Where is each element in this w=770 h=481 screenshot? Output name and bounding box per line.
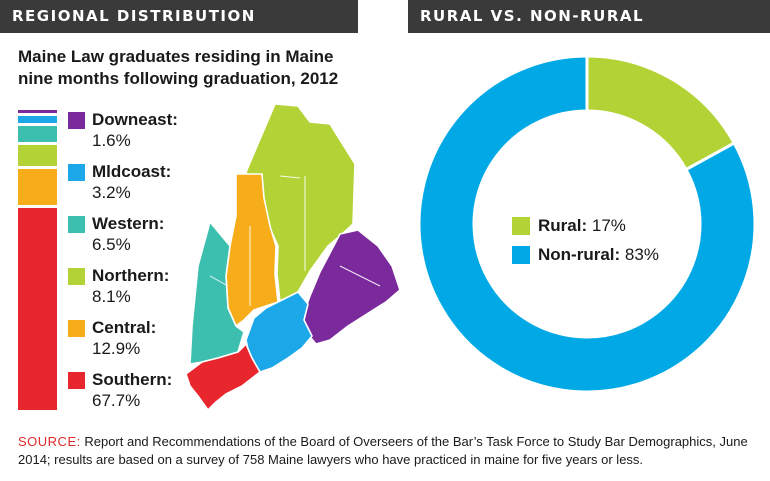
header-rural-vs-non-rural: RURAL VS. NON-RURAL xyxy=(408,0,770,33)
donut-slices xyxy=(417,54,757,394)
header-regional-distribution: REGIONAL DISTRIBUTION xyxy=(0,0,358,33)
legend-value-downeast: 1.6% xyxy=(92,131,131,150)
legend-label-downeast: Downeast: xyxy=(92,110,178,129)
pie-legend-swatch-rural xyxy=(512,217,530,235)
subtitle-line-2: nine months following graduation, 2012 xyxy=(18,69,339,88)
maine-map xyxy=(185,103,401,411)
pie-legend-text-non-rural: Non-rural: 83% xyxy=(538,243,659,267)
map-county-line-4 xyxy=(209,275,229,287)
legend-value-northern: 8.1% xyxy=(92,287,131,306)
pie-legend-text-rural: Rural: 17% xyxy=(538,214,626,238)
legend-label-western: Western: xyxy=(92,214,165,233)
map-region-southern xyxy=(185,343,261,411)
legend-label-midcoast: Mldcoast: xyxy=(92,162,172,181)
legend-swatch-western xyxy=(68,216,85,233)
source-text: Report and Recommendations of the Board … xyxy=(18,434,748,467)
legend-swatch-midcoast xyxy=(68,164,85,181)
map-county-line-5 xyxy=(339,265,381,287)
legend-value-midcoast: 3.2% xyxy=(92,183,131,202)
chart-subtitle: Maine Law graduates residing in Maine ni… xyxy=(18,46,358,90)
legend-label-southern: Southern: xyxy=(92,370,173,389)
donut-slice-non-rural xyxy=(417,54,757,394)
legend-label-central: Central: xyxy=(92,318,157,337)
pie-legend-value-rural: 17% xyxy=(591,216,626,235)
pie-legend-value-non-rural: 83% xyxy=(624,245,659,264)
stacked-bar-segment-southern xyxy=(18,207,57,410)
legend-swatch-downeast xyxy=(68,112,85,129)
donut-slice-rural xyxy=(585,54,737,172)
legend-label-northern: Northern: xyxy=(92,266,170,285)
legend-swatch-southern xyxy=(68,372,85,389)
stacked-bar-segment-downeast xyxy=(18,110,57,116)
pie-legend-swatch-non-rural xyxy=(512,246,530,264)
legend-swatch-northern xyxy=(68,268,85,285)
legend-swatch-central xyxy=(68,320,85,337)
stacked-bar-segment-western xyxy=(18,125,57,145)
map-region-midcoast xyxy=(245,291,313,373)
subtitle-line-1: Maine Law graduates residing in Maine xyxy=(18,47,334,66)
stacked-bar xyxy=(18,110,57,410)
legend-value-western: 6.5% xyxy=(92,235,131,254)
legend-value-southern: 67.7% xyxy=(92,391,141,410)
pie-legend-label-non-rural: Non-rural: xyxy=(538,245,621,264)
map-county-line-2 xyxy=(279,175,301,179)
legend-value-central: 12.9% xyxy=(92,339,141,358)
source-note: SOURCE: Report and Recommendations of th… xyxy=(18,433,758,469)
stacked-bar-segment-midcoast xyxy=(18,115,57,126)
source-label: SOURCE: xyxy=(18,434,81,449)
donut-chart xyxy=(417,54,757,394)
stacked-bar-segment-central xyxy=(18,169,57,208)
stacked-bar-segment-northern xyxy=(18,144,57,170)
pie-legend-label-rural: Rural: xyxy=(538,216,588,235)
